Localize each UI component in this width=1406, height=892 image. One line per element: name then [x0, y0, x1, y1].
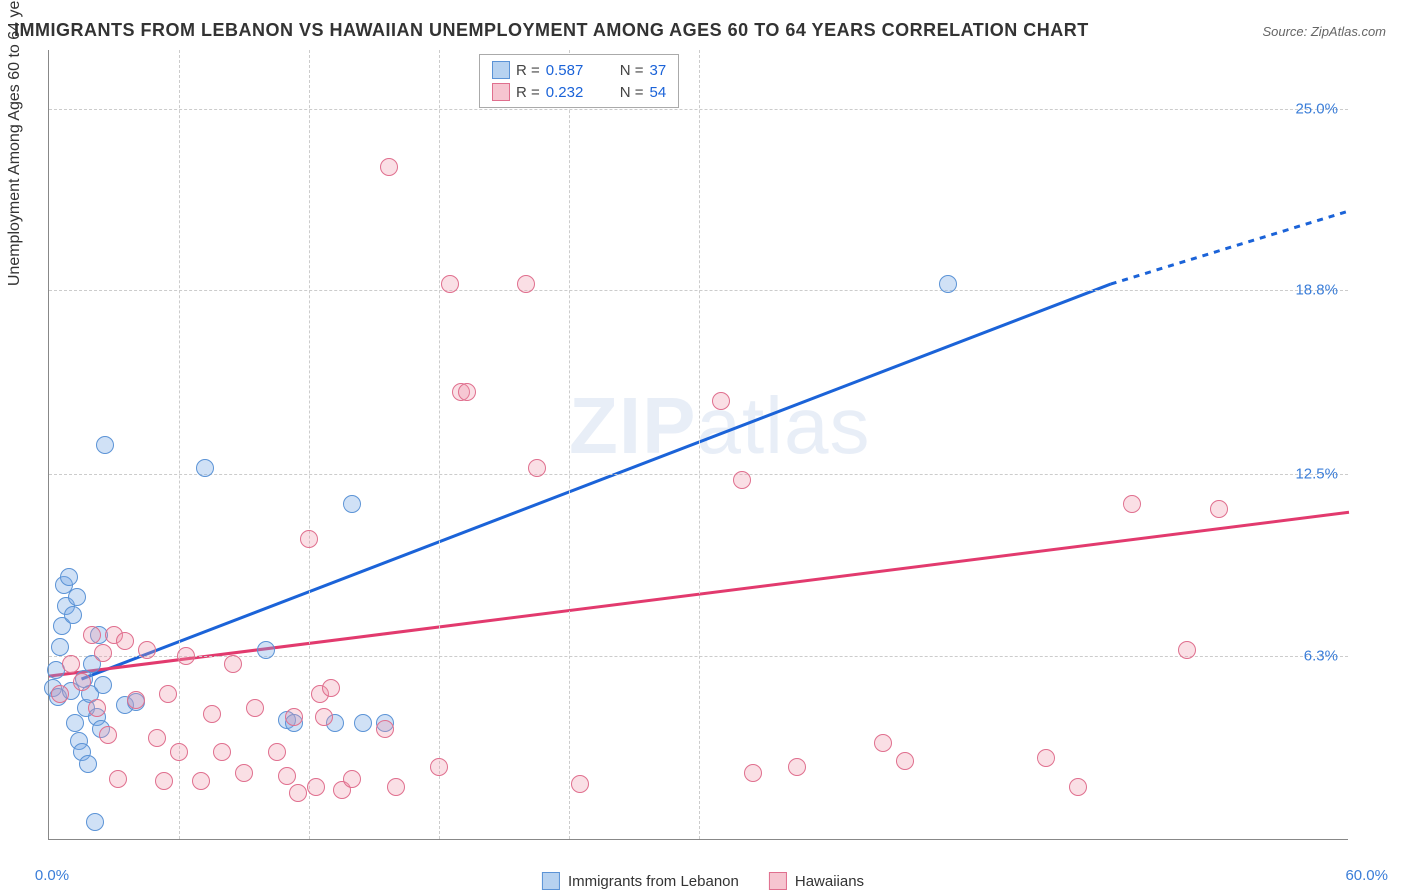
scatter-point — [788, 758, 806, 776]
scatter-point — [343, 495, 361, 513]
scatter-point — [285, 708, 303, 726]
scatter-point — [380, 158, 398, 176]
scatter-point — [517, 275, 535, 293]
scatter-point — [51, 638, 69, 656]
scatter-point — [528, 459, 546, 477]
gridline-v — [569, 50, 570, 839]
scatter-point — [177, 647, 195, 665]
scatter-point — [159, 685, 177, 703]
scatter-point — [300, 530, 318, 548]
legend-swatch — [492, 83, 510, 101]
scatter-point — [51, 685, 69, 703]
scatter-point — [430, 758, 448, 776]
source-attribution: Source: ZipAtlas.com — [1262, 24, 1386, 39]
plot-area: ZIPatlas R =0.587N =37R =0.232N =54 6.3%… — [48, 50, 1348, 840]
scatter-point — [896, 752, 914, 770]
scatter-point — [96, 436, 114, 454]
legend-row: R =0.587N =37 — [492, 59, 666, 81]
x-origin-label: 0.0% — [35, 867, 69, 884]
scatter-point — [86, 813, 104, 831]
scatter-point — [268, 743, 286, 761]
scatter-point — [203, 705, 221, 723]
scatter-point — [1210, 500, 1228, 518]
scatter-point — [170, 743, 188, 761]
scatter-point — [1037, 749, 1055, 767]
legend-label: Hawaiians — [795, 873, 864, 890]
legend-row: R =0.232N =54 — [492, 81, 666, 103]
scatter-point — [235, 764, 253, 782]
series-legend: Immigrants from Lebanon Hawaiians — [542, 872, 864, 890]
gridline-v — [699, 50, 700, 839]
gridline-v — [309, 50, 310, 839]
legend-item: Hawaiians — [769, 872, 864, 890]
scatter-point — [109, 770, 127, 788]
scatter-point — [60, 568, 78, 586]
scatter-point — [307, 778, 325, 796]
gridline-v — [179, 50, 180, 839]
scatter-point — [939, 275, 957, 293]
y-tick-label: 12.5% — [1295, 466, 1338, 483]
scatter-point — [387, 778, 405, 796]
scatter-point — [1123, 495, 1141, 513]
scatter-point — [1069, 778, 1087, 796]
scatter-point — [68, 588, 86, 606]
y-axis-label: Unemployment Among Ages 60 to 64 years — [6, 0, 24, 286]
scatter-point — [315, 708, 333, 726]
legend-swatch — [769, 872, 787, 890]
scatter-point — [322, 679, 340, 697]
scatter-point — [874, 734, 892, 752]
scatter-point — [278, 767, 296, 785]
scatter-point — [376, 720, 394, 738]
y-tick-label: 18.8% — [1295, 281, 1338, 298]
legend-swatch — [492, 61, 510, 79]
scatter-point — [196, 459, 214, 477]
scatter-point — [571, 775, 589, 793]
scatter-point — [458, 383, 476, 401]
scatter-point — [343, 770, 361, 788]
scatter-point — [155, 772, 173, 790]
scatter-point — [257, 641, 275, 659]
scatter-point — [127, 691, 145, 709]
scatter-point — [62, 655, 80, 673]
x-end-label: 60.0% — [1345, 867, 1388, 884]
scatter-point — [73, 673, 91, 691]
scatter-point — [83, 626, 101, 644]
scatter-point — [712, 392, 730, 410]
scatter-point — [744, 764, 762, 782]
scatter-point — [289, 784, 307, 802]
y-tick-label: 25.0% — [1295, 100, 1338, 117]
y-tick-label: 6.3% — [1304, 647, 1338, 664]
scatter-point — [148, 729, 166, 747]
scatter-point — [441, 275, 459, 293]
correlation-legend: R =0.587N =37R =0.232N =54 — [479, 54, 679, 108]
legend-swatch — [542, 872, 560, 890]
scatter-point — [66, 714, 84, 732]
scatter-point — [354, 714, 372, 732]
scatter-point — [79, 755, 97, 773]
scatter-point — [99, 726, 117, 744]
scatter-point — [733, 471, 751, 489]
scatter-point — [213, 743, 231, 761]
scatter-point — [224, 655, 242, 673]
scatter-point — [192, 772, 210, 790]
scatter-point — [246, 699, 264, 717]
gridline-v — [439, 50, 440, 839]
scatter-point — [94, 644, 112, 662]
scatter-point — [138, 641, 156, 659]
scatter-point — [116, 632, 134, 650]
scatter-point — [94, 676, 112, 694]
scatter-point — [1178, 641, 1196, 659]
chart-title: IMMIGRANTS FROM LEBANON VS HAWAIIAN UNEM… — [14, 20, 1089, 41]
scatter-point — [64, 606, 82, 624]
legend-label: Immigrants from Lebanon — [568, 873, 739, 890]
scatter-point — [88, 699, 106, 717]
legend-item: Immigrants from Lebanon — [542, 872, 739, 890]
